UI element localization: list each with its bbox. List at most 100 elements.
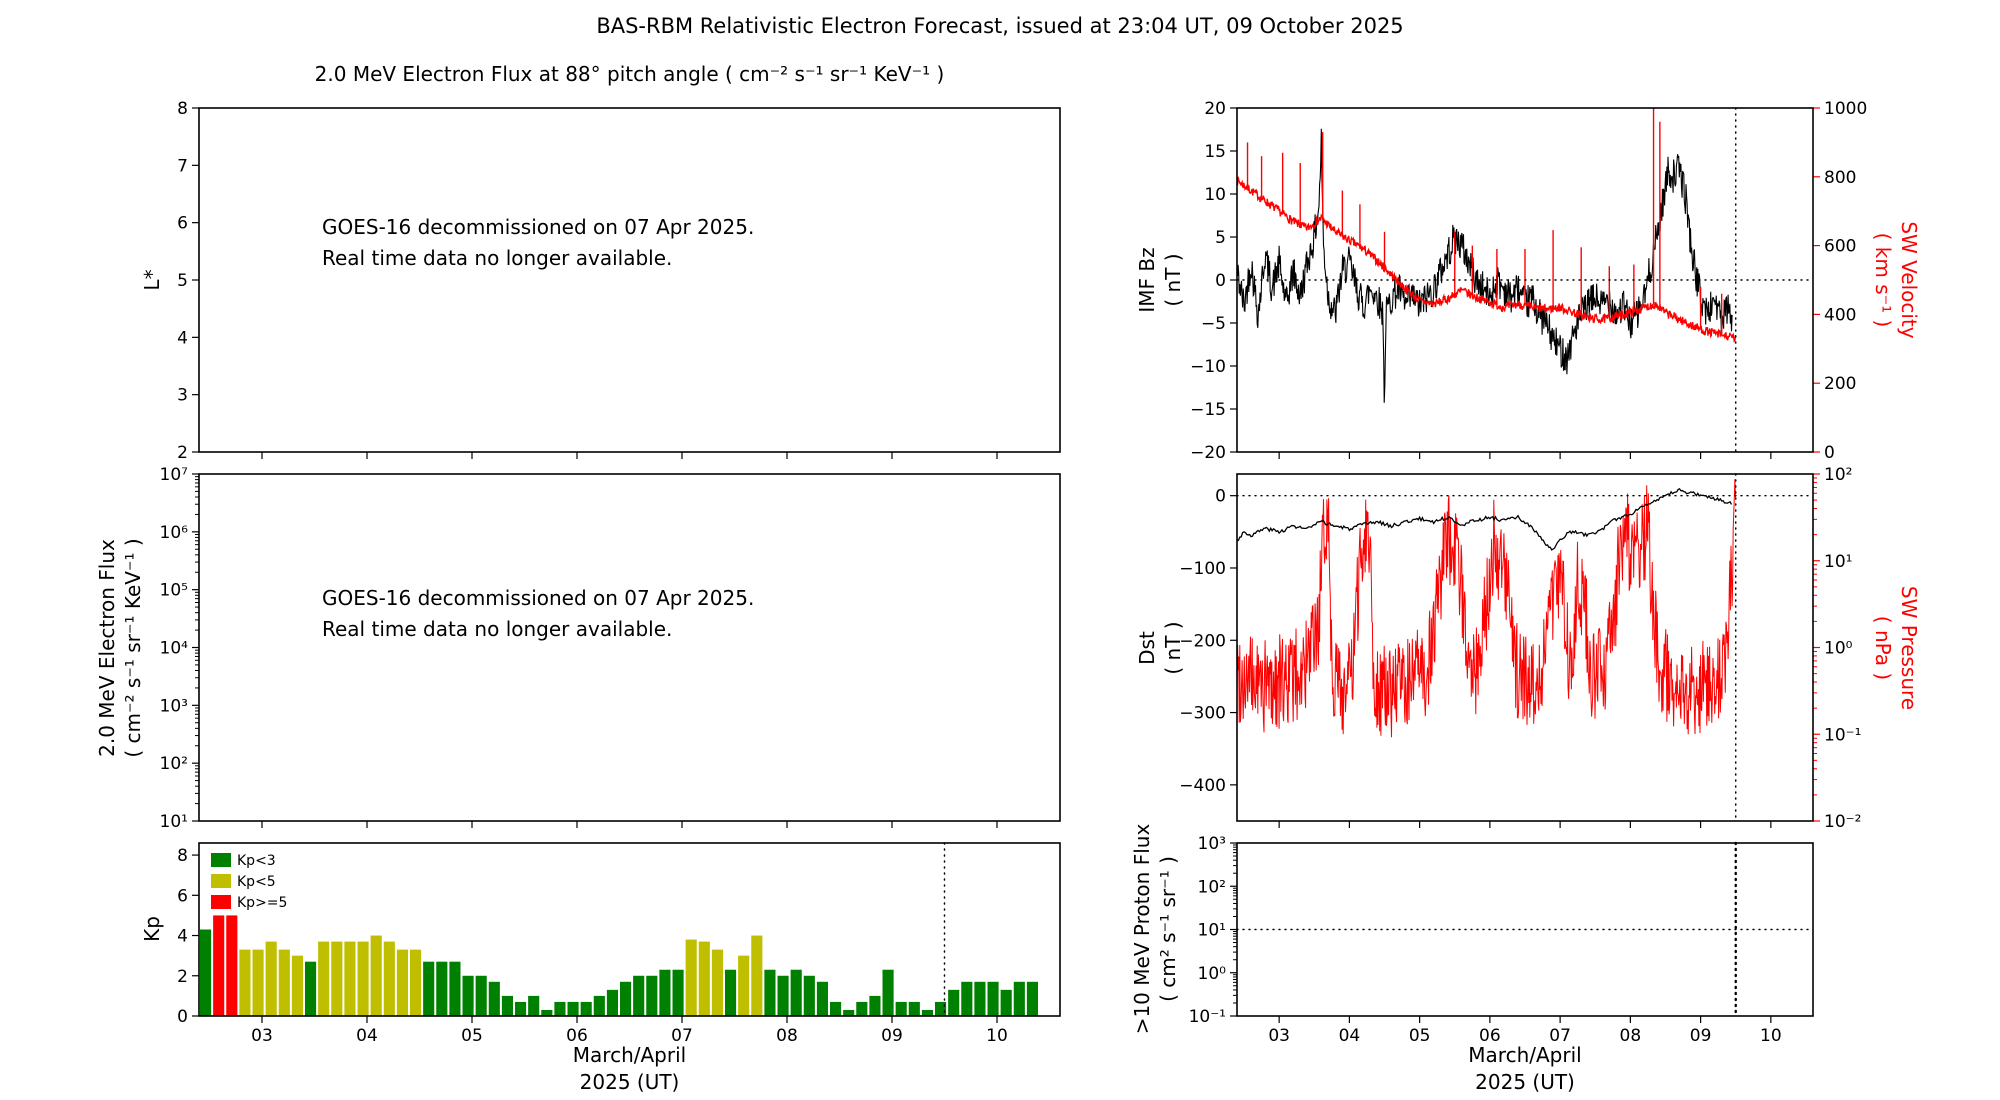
legend-label: Kp<5 (237, 874, 276, 890)
y-tick-label: 10¹ (1198, 921, 1226, 941)
right-y-tick-label: 10¹ (1824, 552, 1852, 572)
kp-bar (803, 975, 815, 1016)
kp-bar (935, 1001, 947, 1016)
right-y-tick-label: 200 (1824, 374, 1856, 394)
series-sw-velocity (1237, 176, 1737, 344)
imf-y-axis-label: IMF Bz ( nT ) (1135, 247, 1185, 313)
x-tick-label: 03 (251, 1026, 273, 1046)
page-title: BAS-RBM Relativistic Electron Forecast, … (596, 14, 1404, 38)
y-tick-label: −400 (1179, 776, 1226, 796)
legend-swatch (211, 895, 231, 909)
kp-bar (843, 1009, 855, 1016)
lstar-decommission-message: GOES-16 decommissioned on 07 Apr 2025. R… (322, 215, 755, 270)
y-tick-label: −100 (1179, 559, 1226, 579)
y-tick-label: 10² (160, 754, 188, 774)
x-tick-label: 06 (566, 1026, 588, 1046)
panel-dst: −400 −300 −200 −100 0 10⁻² 10⁻¹ 10⁰ 10¹ 10² (1179, 465, 1861, 832)
kp-bar (830, 1001, 842, 1016)
right-y-tick-label: 10⁰ (1824, 639, 1853, 659)
kp-bar (252, 949, 264, 1016)
x-tick-label: 09 (881, 1026, 903, 1046)
y-tick-label: 2 (177, 443, 188, 463)
series-dst (1237, 487, 1733, 551)
kp-bar (475, 975, 487, 1016)
y-tick-label: 5 (1215, 228, 1226, 248)
kp-bar (213, 915, 225, 1016)
panel-border (198, 842, 1061, 1017)
y-tick-label: 10⁵ (160, 581, 188, 601)
kp-bar (528, 995, 540, 1016)
kp-bar (646, 975, 658, 1016)
right-y-tick-label: 0 (1824, 443, 1835, 463)
kp-bar (331, 941, 343, 1016)
kp-bar (633, 975, 645, 1016)
y-tick-label: 10⁶ (160, 523, 189, 543)
kp-bar (961, 981, 973, 1016)
right-y-tick-label: 600 (1824, 237, 1856, 257)
kp-bar (200, 929, 212, 1016)
x-tick-label: 05 (461, 1026, 483, 1046)
kp-bar (1013, 981, 1025, 1016)
kp-bar (672, 969, 684, 1016)
y-tick-label: 10² (1198, 877, 1226, 897)
kp-bar (383, 941, 395, 1016)
kp-bar (462, 975, 474, 1016)
kp-bar (344, 941, 356, 1016)
y-tick-label: 6 (177, 886, 188, 906)
sw-velocity-axis-label: SW Velocity ( km s⁻¹ ) (1871, 221, 1921, 339)
kp-bar (725, 969, 737, 1016)
kp-bar (711, 949, 723, 1016)
eflux-decommission-message: GOES-16 decommissioned on 07 Apr 2025. R… (322, 586, 755, 641)
kp-bar (790, 969, 802, 1016)
kp-bar (318, 941, 330, 1016)
kp-bar (698, 941, 710, 1016)
y-tick-label: 10¹ (160, 812, 188, 832)
y-tick-label: 10⁴ (160, 639, 189, 659)
y-tick-label: −15 (1190, 400, 1226, 420)
kp-bar (449, 961, 461, 1016)
kp-bar (541, 1009, 553, 1016)
kp-bar (580, 1001, 592, 1016)
y-tick-label: 3 (177, 386, 188, 406)
lstar-panel-title: 2.0 MeV Electron Flux at 88° pitch angle… (314, 62, 945, 86)
y-tick-label: 10 (1204, 185, 1226, 205)
x-tick-label: 07 (671, 1026, 693, 1046)
x-tick-label: 07 (1549, 1026, 1571, 1046)
kp-bar (777, 975, 789, 1016)
y-tick-label: 4 (177, 328, 188, 348)
x-tick-label: 10 (986, 1026, 1008, 1046)
panel-eflux: 10¹ 10² 10³ 10⁴ 10⁵ 10⁶ 10⁷ (160, 465, 1061, 832)
y-tick-label: 10³ (1198, 834, 1226, 854)
kp-bar (659, 969, 671, 1016)
kp-bar (948, 989, 960, 1016)
kp-bar (226, 915, 238, 1016)
kp-bar (239, 949, 251, 1016)
sw-pressure-axis-label: SW Pressure ( nPa ) (1871, 585, 1921, 711)
kp-bar (291, 955, 303, 1016)
kp-bar (436, 961, 448, 1016)
x-tick-label: 06 (1479, 1026, 1501, 1046)
kp-bar (410, 949, 422, 1016)
y-tick-label: 5 (177, 271, 188, 291)
x-tick-label: 10 (1760, 1026, 1782, 1046)
y-tick-label: 8 (177, 846, 188, 866)
kp-bar (751, 935, 763, 1016)
kp-bar (423, 961, 435, 1016)
forecast-watermark: Forecast (971, 829, 1002, 943)
y-tick-label: 10⁻¹ (1189, 1007, 1226, 1027)
panel-border (1236, 473, 1814, 822)
y-tick-label: 8 (177, 99, 188, 119)
right-y-tick-label: 10² (1824, 465, 1852, 485)
y-tick-label: 0 (1215, 271, 1226, 291)
series-imf-bz (1237, 128, 1733, 403)
legend-label: Kp>=5 (237, 895, 287, 911)
x-tick-label: 08 (776, 1026, 798, 1046)
y-tick-label: −20 (1190, 443, 1226, 463)
y-tick-label: 10⁷ (160, 465, 189, 485)
kp-bar (987, 981, 999, 1016)
y-tick-label: 6 (177, 214, 188, 234)
right-y-tick-label: 10⁻² (1824, 812, 1861, 832)
